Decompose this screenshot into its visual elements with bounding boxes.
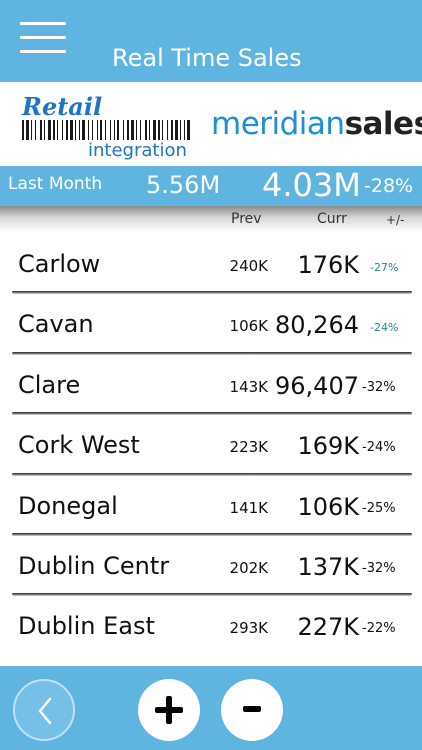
summary-curr-total: 4.03M xyxy=(262,166,361,204)
minus-icon xyxy=(243,706,261,712)
region-curr: 169K xyxy=(297,432,359,461)
meridian-sales-logo: meridiansales xyxy=(211,106,422,142)
meridian-logo-strong: sales xyxy=(344,106,422,142)
summary-bar: Last Month 5.56M 4.03M -28% xyxy=(0,166,422,206)
row-divider xyxy=(12,351,412,355)
app-header: Real Time Sales xyxy=(0,0,422,82)
list-item[interactable]: Clare 143K 96,407 -32% xyxy=(0,355,422,416)
column-header-change: +/- xyxy=(386,213,405,227)
region-name: Dublin East xyxy=(18,612,155,641)
plus-icon xyxy=(155,696,183,724)
sales-list: Carlow 240K 176K -27% Cavan 106K 80,264 … xyxy=(0,234,422,657)
region-prev: 106K xyxy=(229,317,268,336)
row-divider xyxy=(12,412,412,416)
column-header-prev: Prev xyxy=(231,211,262,227)
region-curr: 227K xyxy=(297,613,359,642)
region-prev: 293K xyxy=(229,619,268,638)
region-name: Cavan xyxy=(18,310,94,339)
region-change: -24% xyxy=(362,440,396,456)
integration-logo-text: integration xyxy=(88,140,187,161)
summary-change-pct: -28% xyxy=(364,175,414,197)
region-name: Clare xyxy=(18,370,81,399)
region-prev: 143K xyxy=(229,377,268,396)
list-item[interactable]: Donegal 141K 106K -25% xyxy=(0,476,422,536)
region-prev: 223K xyxy=(229,438,268,457)
retail-logo-text: Retail xyxy=(22,92,103,121)
row-divider xyxy=(12,593,412,597)
region-name: Donegal xyxy=(18,491,118,520)
hamburger-menu-icon[interactable] xyxy=(20,22,66,54)
meridian-logo-light: meridian xyxy=(211,106,345,142)
region-name: Cork West xyxy=(18,431,140,460)
list-item[interactable]: Cork West 223K 169K -24% xyxy=(0,415,422,476)
region-prev: 141K xyxy=(229,498,268,517)
column-headers: Prev Curr +/- xyxy=(0,206,422,232)
row-divider xyxy=(12,532,412,536)
chevron-left-icon xyxy=(38,697,52,725)
zoom-out-button[interactable] xyxy=(221,679,283,741)
region-curr: 176K xyxy=(297,251,359,279)
list-item[interactable]: Dublin Centr 202K 137K -32% xyxy=(0,536,422,597)
row-divider xyxy=(12,472,412,476)
summary-prev-total: 5.56M xyxy=(146,171,221,199)
column-header-curr: Curr xyxy=(317,211,347,227)
region-curr: 137K xyxy=(297,552,359,581)
region-change: -25% xyxy=(362,500,396,516)
summary-period-label: Last Month xyxy=(8,174,103,194)
back-button[interactable] xyxy=(13,679,75,741)
region-change: -32% xyxy=(362,560,396,576)
region-change: -24% xyxy=(370,321,399,335)
list-item[interactable]: Carlow 240K 176K -27% xyxy=(0,234,422,295)
region-name: Dublin Centr xyxy=(18,551,170,580)
region-prev: 202K xyxy=(229,558,268,577)
page-title: Real Time Sales xyxy=(112,44,302,72)
region-name: Carlow xyxy=(18,250,101,278)
row-divider xyxy=(12,291,412,295)
region-change: -32% xyxy=(362,379,396,395)
region-curr: 106K xyxy=(297,492,359,521)
brand-banner: Retail integration meridiansales xyxy=(0,82,422,166)
region-curr: 96,407 xyxy=(275,371,359,400)
region-curr: 80,264 xyxy=(275,311,359,340)
region-change: -22% xyxy=(362,621,396,637)
region-change: -27% xyxy=(370,261,399,274)
bottom-toolbar xyxy=(0,666,422,750)
region-prev: 240K xyxy=(229,257,268,275)
zoom-in-button[interactable] xyxy=(138,679,200,741)
list-item[interactable]: Cavan 106K 80,264 -24% xyxy=(0,294,422,355)
list-item[interactable]: Dublin East 293K 227K -22% xyxy=(0,596,422,656)
barcode-icon xyxy=(22,120,190,140)
